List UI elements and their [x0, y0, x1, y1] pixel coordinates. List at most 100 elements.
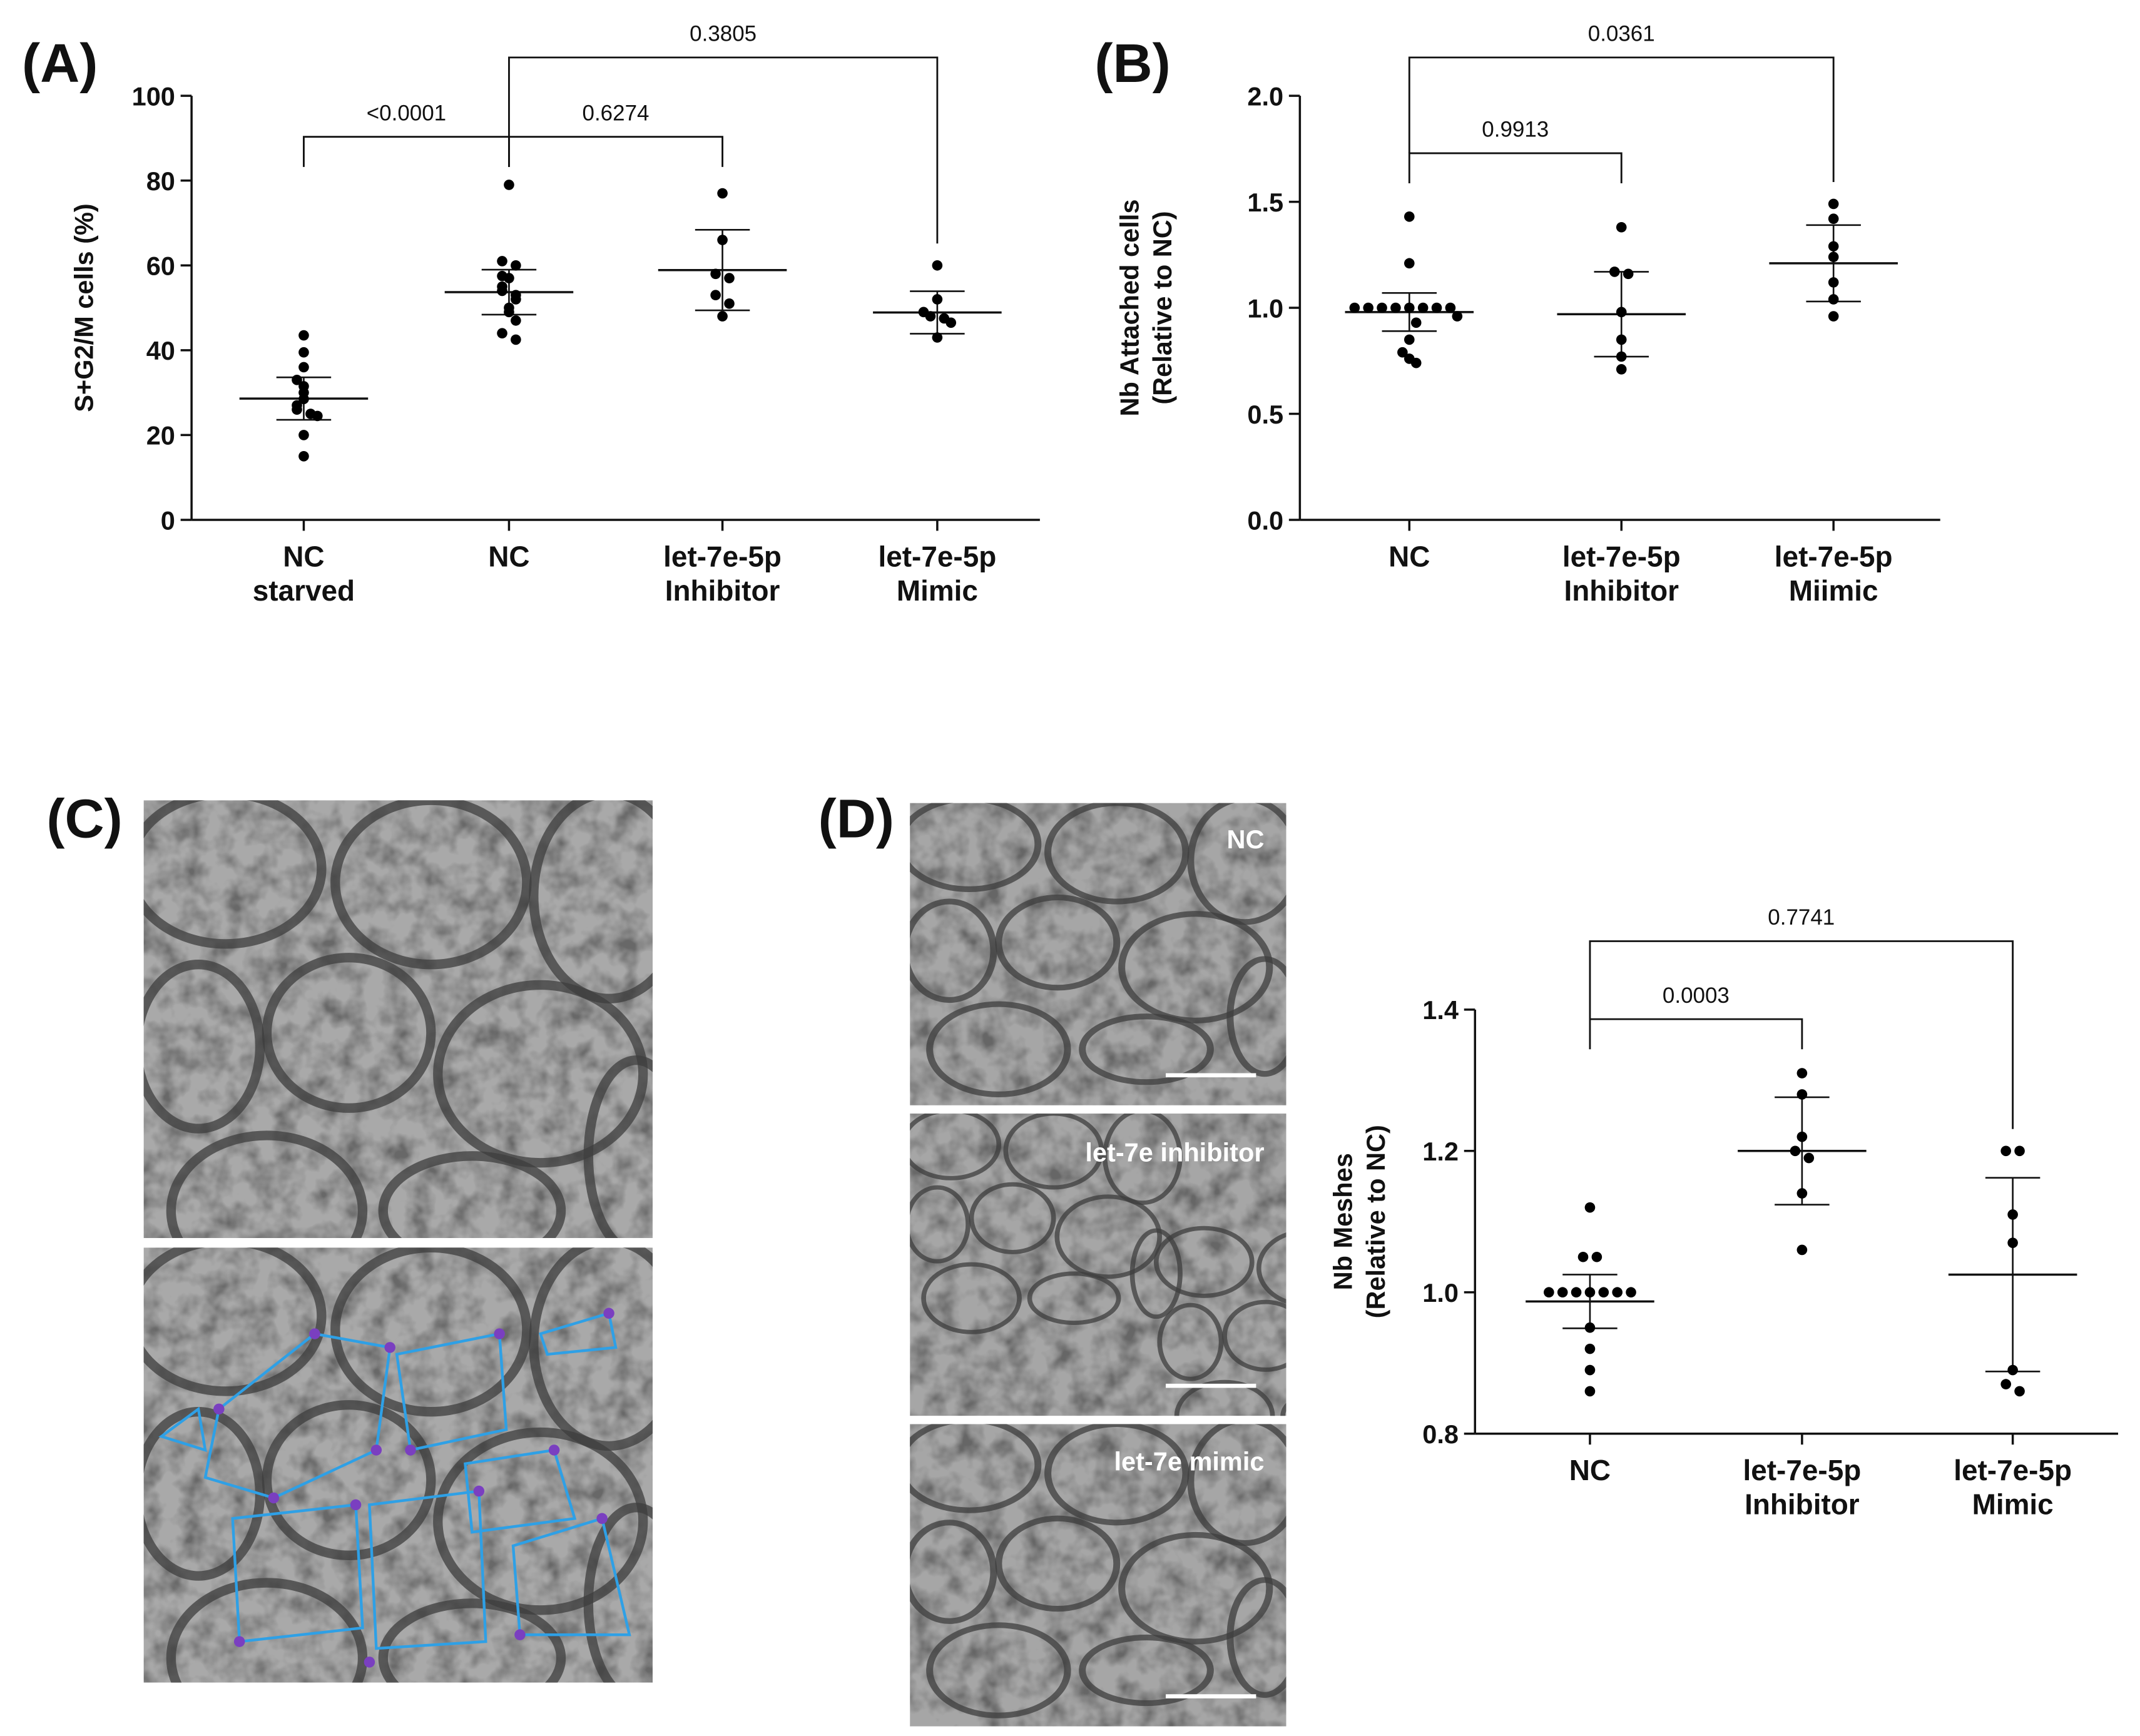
data-point [298, 362, 309, 373]
micrograph [910, 1424, 1287, 1727]
y-axis-label: Nb Attached cells [1114, 200, 1144, 417]
data-point [1616, 307, 1627, 318]
data-point [312, 410, 323, 422]
data-point [2000, 1145, 2012, 1157]
data-point [2014, 1386, 2025, 1397]
data-point [1584, 1202, 1596, 1213]
data-point [292, 374, 302, 385]
x-tick-label: let-7e-5p [1954, 1454, 2072, 1486]
data-point [298, 430, 309, 440]
p-value: 0.7741 [1768, 905, 1835, 930]
data-point [1790, 1145, 1801, 1157]
image-label: NC [1227, 825, 1265, 854]
micrograph [910, 1110, 1287, 1416]
data-point [1397, 347, 1408, 358]
p-value: 0.0003 [1663, 983, 1730, 1008]
data-point [1584, 1343, 1596, 1354]
data-point [1796, 1244, 1808, 1256]
data-point [497, 285, 507, 297]
data-point [292, 404, 302, 415]
x-tick-label: NC [1569, 1454, 1611, 1486]
data-point [1796, 1131, 1808, 1142]
data-point [511, 334, 521, 345]
data-point [1828, 198, 1839, 210]
data-point [504, 273, 514, 283]
data-point [1544, 1287, 1554, 1298]
data-point [1796, 1089, 1808, 1100]
data-point [1445, 302, 1456, 313]
y-tick-label: 1.5 [1247, 188, 1283, 217]
micrograph [143, 800, 653, 1239]
y-axis-label: Nb Meshes [1328, 1153, 1357, 1290]
data-point [925, 311, 936, 322]
x-tick-label: NC [1388, 540, 1430, 572]
data-point [932, 260, 943, 271]
y-tick-label: 20 [146, 421, 175, 450]
data-point [511, 315, 521, 326]
data-point [1623, 268, 1634, 280]
y-tick-label: 80 [146, 166, 175, 196]
p-value: 0.6274 [583, 101, 650, 125]
data-point [2007, 1237, 2018, 1248]
y-tick-label: 1.4 [1422, 995, 1459, 1025]
y-tick-label: 100 [132, 81, 175, 111]
data-point [504, 180, 514, 190]
data-point [1349, 302, 1360, 313]
data-point [497, 328, 507, 339]
data-point [932, 294, 943, 305]
y-tick-label: 0.5 [1247, 400, 1283, 429]
data-point [1404, 302, 1415, 313]
data-point [2014, 1145, 2025, 1157]
data-point [298, 330, 309, 341]
y-tick-label: 0 [161, 505, 175, 535]
data-point [2007, 1209, 2018, 1220]
x-tick-label: Inhibitor [1745, 1488, 1860, 1521]
data-point [1571, 1287, 1582, 1298]
significance-bracket [508, 136, 723, 167]
p-value: 0.0361 [1588, 22, 1655, 46]
y-tick-label: 1.0 [1422, 1278, 1459, 1307]
x-tick-label: let-7e-5p [878, 540, 996, 572]
y-tick-label: 1.2 [1422, 1137, 1459, 1166]
y-tick-label: 40 [146, 336, 175, 365]
data-point [1616, 351, 1627, 362]
data-point [1410, 317, 1422, 328]
data-point [1803, 1152, 1815, 1164]
y-axis-label: (Relative to NC) [1148, 211, 1177, 404]
p-value: 0.3805 [690, 22, 757, 46]
data-point [1828, 213, 1839, 225]
data-point [932, 332, 943, 343]
data-point [1796, 1068, 1808, 1079]
y-tick-label: 1.0 [1247, 293, 1283, 323]
data-point [710, 290, 721, 301]
data-point [724, 273, 735, 283]
data-point [1828, 277, 1839, 288]
x-tick-label: Inhibitor [665, 574, 780, 607]
x-tick-label: let-7e-5p [1743, 1454, 1861, 1486]
y-tick-label: 60 [146, 251, 175, 281]
data-point [1616, 221, 1627, 233]
data-point [504, 307, 514, 318]
data-point [1404, 334, 1415, 345]
micrograph-annotated [143, 1247, 653, 1683]
y-tick-label: 2.0 [1247, 81, 1283, 111]
data-point [1609, 266, 1620, 277]
p-value: 0.9913 [1482, 118, 1549, 142]
y-tick-label: 0.0 [1247, 505, 1283, 535]
data-point [1404, 258, 1415, 269]
data-point [1577, 1251, 1589, 1262]
image-label: let-7e mimic [1114, 1447, 1264, 1476]
data-point [1828, 251, 1839, 263]
panel-label: (D) [818, 788, 894, 849]
p-value: <0.0001 [367, 101, 446, 125]
data-point [1612, 1287, 1623, 1298]
data-point [1828, 241, 1839, 252]
data-point [1377, 302, 1387, 313]
data-point [724, 298, 735, 309]
data-point [2007, 1364, 2018, 1376]
micrograph [910, 799, 1287, 1105]
data-point [1452, 311, 1463, 322]
data-point [1584, 1287, 1596, 1298]
